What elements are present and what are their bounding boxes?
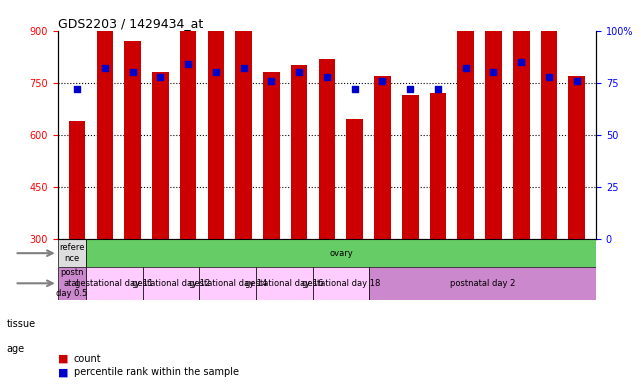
Point — [516, 59, 526, 65]
Text: gestational day 12: gestational day 12 — [132, 279, 210, 288]
Point — [155, 73, 165, 79]
Point — [211, 70, 221, 76]
Point — [266, 78, 276, 84]
Point — [322, 73, 332, 79]
Bar — [569, 76, 585, 239]
Text: count: count — [74, 354, 101, 364]
Bar — [180, 15, 196, 239]
Point — [349, 86, 360, 92]
Point — [488, 70, 499, 76]
Point — [100, 65, 110, 71]
Point — [433, 86, 443, 92]
FancyBboxPatch shape — [143, 267, 199, 300]
Bar — [458, 0, 474, 239]
Point — [128, 70, 138, 76]
Bar — [152, 73, 169, 239]
Text: ■: ■ — [58, 367, 68, 377]
Bar — [235, 0, 252, 239]
Bar — [69, 121, 85, 239]
Point — [72, 86, 82, 92]
Point — [544, 73, 554, 79]
Point — [294, 70, 304, 76]
FancyBboxPatch shape — [256, 267, 313, 300]
Text: gestational day 11: gestational day 11 — [75, 279, 153, 288]
Point — [572, 78, 582, 84]
Text: tissue: tissue — [6, 319, 35, 329]
FancyBboxPatch shape — [369, 267, 596, 300]
Point — [405, 86, 415, 92]
Text: gestational day 18: gestational day 18 — [302, 279, 380, 288]
FancyBboxPatch shape — [86, 239, 596, 267]
Text: age: age — [6, 344, 24, 354]
FancyBboxPatch shape — [313, 267, 369, 300]
FancyBboxPatch shape — [199, 267, 256, 300]
Text: ■: ■ — [58, 354, 68, 364]
Text: ovary: ovary — [329, 249, 353, 258]
Bar — [485, 0, 502, 239]
Bar — [402, 95, 419, 239]
Bar — [291, 66, 308, 239]
Point — [460, 65, 470, 71]
Point — [183, 61, 194, 67]
Bar — [540, 18, 557, 239]
FancyBboxPatch shape — [86, 267, 143, 300]
Text: gestational day 14: gestational day 14 — [188, 279, 267, 288]
Bar — [346, 119, 363, 239]
Bar — [374, 76, 391, 239]
Bar — [319, 58, 335, 239]
Bar — [124, 41, 141, 239]
Text: GDS2203 / 1429434_at: GDS2203 / 1429434_at — [58, 17, 203, 30]
Bar — [208, 17, 224, 239]
FancyBboxPatch shape — [58, 239, 86, 267]
Bar — [97, 25, 113, 239]
Bar — [429, 93, 446, 239]
Point — [238, 65, 249, 71]
Point — [378, 78, 388, 84]
Text: postn
atal
day 0.5: postn atal day 0.5 — [56, 268, 87, 298]
Text: percentile rank within the sample: percentile rank within the sample — [74, 367, 238, 377]
Text: postnatal day 2: postnatal day 2 — [450, 279, 515, 288]
Text: gestational day 16: gestational day 16 — [246, 279, 324, 288]
Text: refere
nce: refere nce — [59, 243, 85, 263]
FancyBboxPatch shape — [58, 267, 86, 300]
Bar — [263, 73, 279, 239]
Bar — [513, 0, 529, 239]
